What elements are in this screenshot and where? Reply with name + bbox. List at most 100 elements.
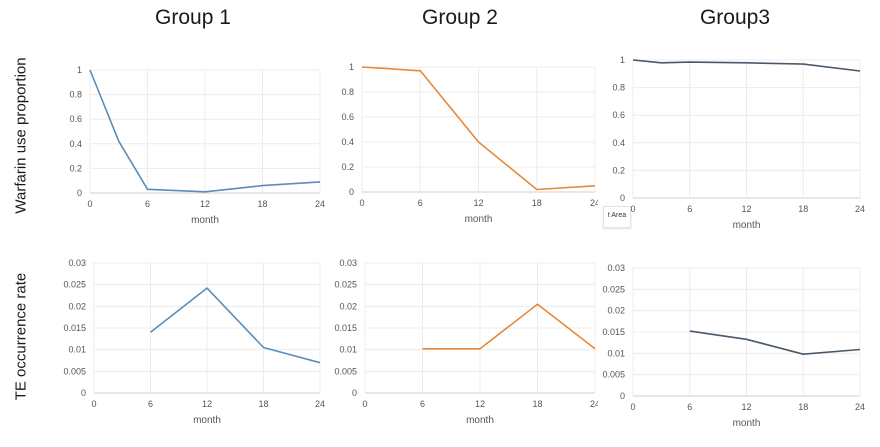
y-tick-label: 0.6 (612, 110, 625, 120)
x-tick-label: 6 (418, 198, 423, 208)
te-group1-svg: 0 0.005 0.01 0.015 0.02 0.025 0.03 0 6 12 18 24 mont… (63, 258, 325, 426)
y-tick-label: 0 (620, 391, 625, 401)
y-tick-label: 0.2 (69, 163, 82, 173)
x-tick-label: 18 (532, 399, 542, 409)
data-point (479, 347, 482, 350)
y-tick-label: 0.2 (612, 165, 625, 175)
data-point (477, 141, 480, 144)
y-tick-label: 0.6 (69, 114, 82, 124)
data-point (536, 303, 539, 306)
y-tick-label: 1 (620, 55, 625, 65)
y-tick-label: 0.8 (69, 90, 82, 100)
data-point (117, 140, 120, 143)
x-tick-label: 0 (91, 399, 96, 409)
y-tick-label: 0.02 (339, 301, 357, 311)
row-label-warfarin: Warfarin use proportion (12, 57, 30, 214)
data-point (89, 69, 92, 72)
x-tick-label: 24 (590, 198, 600, 208)
x-tick-label: 12 (475, 399, 485, 409)
x-tick-label: 24 (590, 399, 600, 409)
data-point (594, 184, 597, 187)
warfarin-group1-svg: 0 0.2 0.4 0.6 0.8 1 0 6 12 18 24 month (69, 65, 325, 226)
x-tick-label: 18 (257, 199, 267, 209)
y-tick-label: 0.2 (341, 162, 354, 172)
x-tick-label: 0 (87, 199, 92, 209)
data-point (859, 70, 862, 73)
y-tick-label: 0.03 (68, 258, 86, 268)
x-tick-label: 24 (315, 399, 325, 409)
y-tick-label: 0.02 (607, 306, 625, 316)
column-title-group-2: Group 2 (422, 6, 498, 29)
data-point (421, 347, 424, 350)
y-tick-label: 0.025 (63, 280, 86, 290)
data-point (535, 188, 538, 191)
x-tick-label: 12 (741, 402, 751, 412)
x-tick-label: 6 (687, 204, 692, 214)
y-tick-label: 0 (352, 388, 357, 398)
y-tick-label: 0 (349, 187, 354, 197)
x-tick-label: 6 (148, 399, 153, 409)
y-tick-label: 0.025 (602, 284, 625, 294)
data-point (594, 347, 597, 350)
x-tick-label: 12 (200, 199, 210, 209)
x-axis-label: month (733, 220, 761, 231)
x-tick-label: 24 (315, 199, 325, 209)
y-tick-label: 0.4 (612, 138, 625, 148)
data-point (146, 188, 149, 191)
column-title-group-1: Group 1 (155, 6, 231, 29)
x-tick-label: 6 (687, 402, 692, 412)
y-tick-label: 0.005 (602, 370, 625, 380)
x-tick-label: 18 (798, 204, 808, 214)
x-tick-label: 6 (420, 399, 425, 409)
chart-warfarin-group-2: 0 0.2 0.4 0.6 0.8 1 0 6 12 18 24 month (330, 55, 605, 235)
chart-te-group-1: 0 0.005 0.01 0.015 0.02 0.025 0.03 0 6 12 18 24 mont… (50, 255, 330, 435)
series-line (150, 287, 321, 364)
y-tick-label: 0.015 (63, 323, 86, 333)
area-tooltip: t Area (603, 206, 631, 228)
chart-warfarin-group-1: 0 0.2 0.4 0.6 0.8 1 0 6 12 18 24 month (50, 55, 330, 235)
warfarin-group3-svg: 0 0.2 0.4 0.6 0.8 1 0 6 12 18 24 month (612, 55, 865, 231)
data-point (261, 184, 264, 187)
te-group2-svg: 0 0.005 0.01 0.015 0.02 0.025 0.03 0 6 12 18 24 mont… (334, 258, 600, 426)
x-tick-label: 12 (473, 198, 483, 208)
x-axis-label: month (193, 415, 221, 426)
row-label-te: TE occurrence rate (12, 272, 30, 401)
data-point (802, 353, 805, 356)
chart-te-group-3: 0 0.005 0.01 0.015 0.02 0.025 0.03 0 6 12 18 24 mont… (598, 258, 873, 438)
chart-warfarin-group-3: 0 0.2 0.4 0.6 0.8 1 0 6 12 18 24 month (598, 50, 873, 235)
warfarin-group2-svg: 0 0.2 0.4 0.6 0.8 1 0 6 12 18 24 month (341, 62, 600, 225)
y-tick-label: 0.01 (339, 345, 357, 355)
y-tick-label: 0.005 (334, 366, 357, 376)
y-tick-label: 1 (77, 65, 82, 75)
chart-te-group-2: 0 0.005 0.01 0.015 0.02 0.025 0.03 0 6 12 18 24 mont… (330, 255, 605, 435)
data-point (745, 338, 748, 341)
data-point (206, 287, 209, 290)
series-line (689, 330, 861, 355)
y-tick-label: 0.02 (68, 301, 86, 311)
y-tick-label: 0.01 (607, 348, 625, 358)
data-point (319, 361, 322, 364)
y-tick-label: 0.4 (69, 139, 82, 149)
data-point (419, 69, 422, 72)
y-tick-label: 0 (620, 193, 625, 203)
data-point (204, 190, 207, 193)
x-tick-label: 24 (855, 402, 865, 412)
x-tick-label: 6 (145, 199, 150, 209)
y-tick-label: 0.8 (612, 83, 625, 93)
x-tick-label: 24 (855, 204, 865, 214)
series-line (632, 59, 861, 72)
data-point (319, 180, 322, 183)
y-tick-label: 0.8 (341, 87, 354, 97)
y-tick-label: 0.4 (341, 137, 354, 147)
y-tick-label: 0.01 (68, 345, 86, 355)
y-tick-label: 0.015 (602, 327, 625, 337)
data-point (859, 348, 862, 351)
te-group3-svg: 0 0.005 0.01 0.015 0.02 0.025 0.03 0 6 12 18 24 mont… (602, 263, 865, 429)
y-tick-label: 0.005 (63, 366, 86, 376)
x-tick-label: 0 (359, 198, 364, 208)
data-point (745, 61, 748, 64)
x-axis-label: month (733, 418, 761, 429)
data-point (660, 61, 663, 64)
y-tick-label: 0 (81, 388, 86, 398)
x-axis-label: month (465, 214, 493, 225)
